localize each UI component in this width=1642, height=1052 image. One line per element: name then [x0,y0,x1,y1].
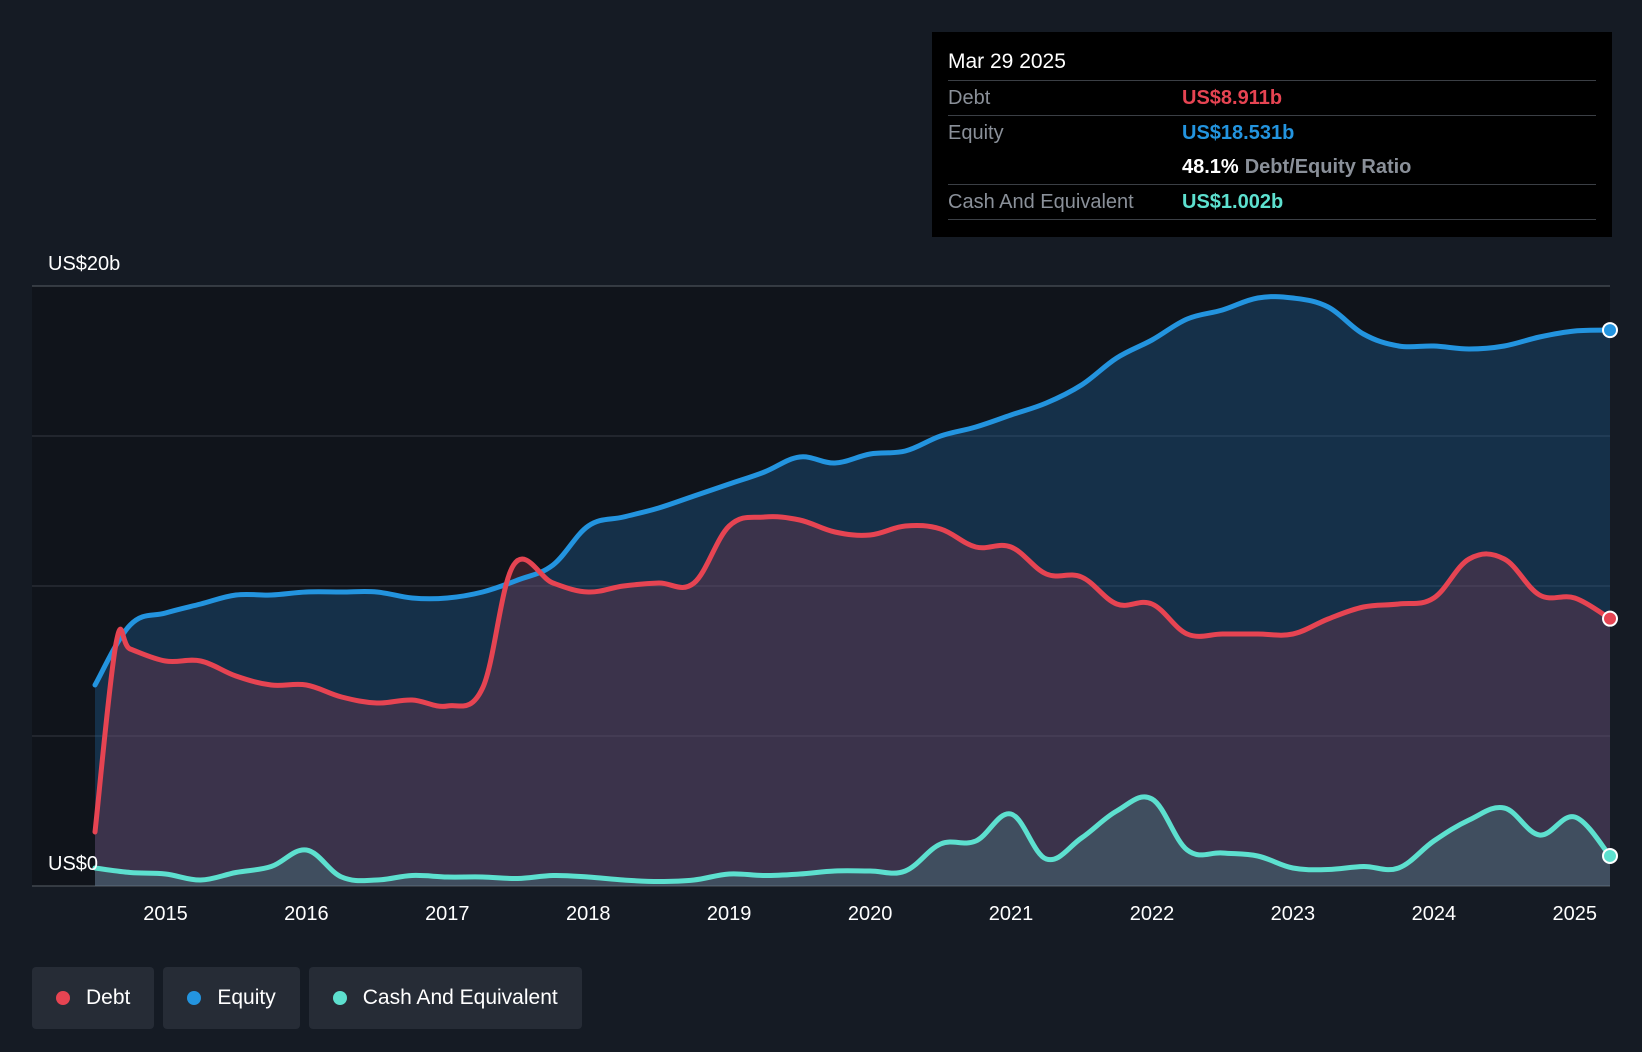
equity-line[interactable] [92,294,1613,688]
equity-area [95,296,1610,886]
legend-label-debt: Debt [86,986,131,1009]
debt-area [95,516,1610,886]
series-areas [95,296,1610,886]
x-tick-label: 2018 [566,903,611,925]
tooltip-ratio-label: Debt/Equity Ratio [1244,156,1412,178]
end-markers[interactable] [1602,322,1618,864]
legend-item-equity[interactable]: Equity [163,967,300,1029]
tooltip-cash-row: Cash And Equivalent US$1.002b [948,184,1596,220]
legend-label-equity: Equity [217,986,276,1009]
tooltip-equity-value: US$18.531b [1182,122,1295,144]
gridlines [32,285,1610,887]
cash-line[interactable] [92,794,1613,884]
y-tick-label-top: US$20b [48,253,120,275]
x-axis-ticks: 2015 2016 2017 2018 2019 2020 2021 2022 2023 2024… [143,903,1597,925]
y-tick-label-bottom: US$0 [48,853,98,875]
x-tick-label: 2022 [1130,903,1175,925]
tooltip-ratio-row: 48.1% Debt/Equity Ratio [948,150,1596,184]
x-tick-label: 2017 [425,903,470,925]
cash-dot-icon [332,991,347,1005]
tooltip-cash-value: US$1.002b [1182,191,1284,213]
x-tick-label: 2019 [707,903,752,925]
legend: Debt Equity Cash And Equivalent [32,967,582,1029]
tooltip-equity-row: Equity US$18.531b [948,115,1596,150]
tooltip-ratio-value: 48.1% [1182,156,1239,178]
equity-dot-icon [187,991,202,1005]
x-tick-label: 2015 [143,903,188,925]
tooltip-debt-row: Debt US$8.911b [948,80,1596,115]
x-tick-label: 2025 [1553,903,1598,925]
tooltip: Mar 29 2025 Debt US$8.911b Equity US$18.… [932,32,1612,237]
tooltip-cash-label: Cash And Equivalent [948,191,1134,213]
debt-line[interactable] [92,514,1613,835]
cash-end-marker[interactable] [1602,847,1618,864]
tooltip-debt-label: Debt [948,87,991,109]
tooltip-equity-label: Equity [948,122,1004,144]
debt-end-marker[interactable] [1602,610,1618,627]
series-lines [92,294,1613,884]
debt-dot-icon [56,991,70,1005]
x-tick-label: 2021 [989,903,1034,925]
tooltip-debt-value: US$8.911b [1182,87,1283,109]
cash-area [95,796,1610,886]
legend-item-cash[interactable]: Cash And Equivalent [308,967,582,1029]
equity-end-marker[interactable] [1602,322,1618,339]
x-tick-label: 2024 [1412,903,1457,925]
x-tick-label: 2023 [1271,903,1316,925]
tooltip-date: Mar 29 2025 [948,50,1066,73]
legend-label-cash: Cash And Equivalent [362,986,558,1009]
x-tick-label: 2020 [848,903,893,925]
legend-item-debt[interactable]: Debt [32,967,155,1029]
x-tick-label: 2016 [284,903,329,925]
